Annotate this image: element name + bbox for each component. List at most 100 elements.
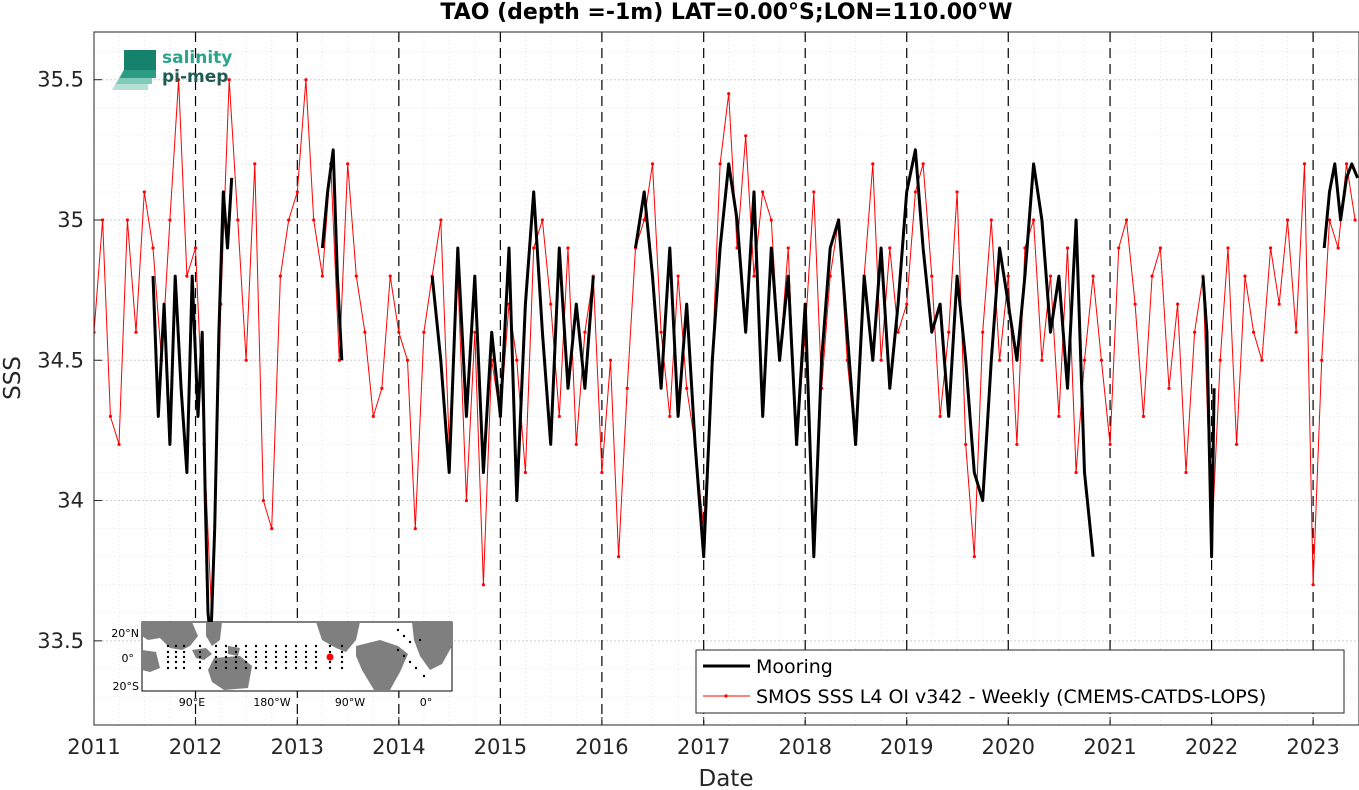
mooring-site-dot — [214, 650, 218, 654]
smos-data-point — [337, 358, 341, 362]
mooring-site-dot — [284, 650, 288, 654]
smos-data-point — [422, 330, 426, 334]
smos-data-point — [185, 274, 189, 278]
smos-data-point — [1065, 246, 1070, 250]
smos-series-line — [94, 79, 1356, 628]
smos-data-point — [1260, 358, 1264, 362]
legend-smos-label: SMOS SSS L4 OI v342 - Weekly (CMEMS-CATD… — [756, 686, 1266, 708]
smos-data-point — [481, 583, 486, 587]
smos-data-point — [227, 78, 231, 82]
mooring-site-dot — [314, 666, 318, 670]
smos-data-point — [752, 274, 756, 278]
mooring-site-dot — [254, 655, 258, 659]
mooring-site-dot — [408, 660, 412, 664]
smos-data-point — [523, 470, 528, 475]
mooring-site-dot — [244, 660, 248, 664]
smos-data-point — [1344, 162, 1349, 166]
smos-data-point — [134, 330, 138, 334]
smos-data-point — [1336, 246, 1340, 250]
x-tick-label: 2020 — [982, 735, 1035, 759]
mooring-site-dot — [414, 666, 418, 670]
smos-data-point — [1048, 274, 1053, 278]
mooring-site-dot — [396, 648, 400, 652]
mooring-site-dot — [214, 655, 218, 659]
smos-data-point — [405, 358, 410, 362]
smos-data-point — [812, 190, 816, 194]
x-tick-label: 2022 — [1185, 735, 1238, 759]
mooring-site-dot — [340, 655, 344, 659]
mooring-site-dot — [244, 666, 248, 670]
smos-data-point — [540, 218, 544, 222]
y-tick-label: 34.5 — [37, 348, 84, 372]
smos-data-point — [473, 330, 477, 334]
mooring-series-line — [430, 190, 595, 502]
series-layer — [94, 78, 1359, 643]
smos-data-point — [304, 78, 308, 82]
smos-data-point — [1235, 442, 1239, 447]
smos-data-point — [972, 555, 976, 559]
mooring-series-line — [634, 148, 1095, 559]
mooring-site-dot — [328, 650, 332, 654]
smos-data-point — [642, 218, 646, 222]
smos-data-point — [727, 92, 731, 96]
mooring-site-dot — [224, 644, 228, 648]
smos-data-point — [1099, 358, 1104, 362]
smos-data-point — [253, 162, 257, 166]
mooring-site-dot — [340, 660, 344, 664]
smos-data-point — [1091, 274, 1095, 278]
mooring-site-dot — [304, 644, 308, 648]
smos-data-point — [1218, 358, 1222, 362]
mooring-site-dot — [234, 660, 238, 664]
smos-data-point — [981, 330, 985, 334]
smos-data-point — [1268, 246, 1273, 250]
logo-line-2: pi-mep — [162, 67, 228, 87]
smos-data-point — [896, 330, 900, 334]
mooring-site-dot — [264, 660, 268, 664]
x-tick-label: 2012 — [169, 735, 222, 759]
smos-data-point — [1108, 442, 1112, 447]
smos-data-point — [1184, 470, 1188, 475]
smos-data-point — [608, 358, 613, 362]
smos-data-point — [761, 190, 765, 194]
mooring-site-dot — [224, 655, 228, 659]
x-tick-label: 2016 — [575, 735, 628, 759]
smos-data-point — [125, 218, 129, 222]
mooring-site-dot — [284, 644, 288, 648]
mooring-site-dot — [274, 644, 278, 648]
mooring-site-dot — [294, 660, 298, 664]
smos-data-point — [320, 274, 324, 278]
inset-y-label-south: 20°S — [113, 680, 139, 693]
mooring-site-dot — [224, 650, 228, 654]
smos-data-point — [142, 190, 146, 194]
legend: Mooring SMOS SSS L4 OI v342 - Weekly (CM… — [695, 649, 1345, 714]
smos-data-point — [905, 302, 909, 306]
x-tick-label: 2021 — [1083, 735, 1136, 759]
mooring-site-dot — [198, 660, 202, 664]
smos-data-point — [685, 386, 689, 390]
mooring-site-dot — [244, 644, 248, 648]
mooring-site-dot — [274, 650, 278, 654]
inset-map-land — [142, 622, 452, 690]
smos-data-point — [354, 274, 358, 278]
y-tick-label: 34 — [57, 489, 84, 513]
mooring-site-dot — [182, 644, 186, 648]
smos-data-point — [930, 274, 934, 278]
smos-data-point — [397, 330, 401, 334]
mooring-site-dot — [182, 655, 186, 659]
mooring-site-dot — [294, 644, 298, 648]
x-tick-label: 2014 — [372, 735, 425, 759]
smos-data-point — [278, 274, 282, 278]
smos-data-point — [1243, 274, 1247, 278]
smos-data-point — [1082, 358, 1087, 362]
smos-data-point — [989, 218, 993, 222]
y-tick-label: 33.5 — [37, 629, 84, 653]
smos-data-point — [380, 386, 384, 390]
smos-data-point — [270, 527, 274, 531]
smos-data-point — [668, 414, 672, 418]
mooring-site-dot — [304, 660, 308, 664]
mooring-site-dot — [304, 666, 308, 670]
smos-data-point — [117, 442, 121, 447]
mooring-site-dot — [284, 666, 288, 670]
mooring-site-dot — [244, 655, 248, 659]
salinity-pimep-logo: salinity pi-mep — [112, 48, 232, 90]
